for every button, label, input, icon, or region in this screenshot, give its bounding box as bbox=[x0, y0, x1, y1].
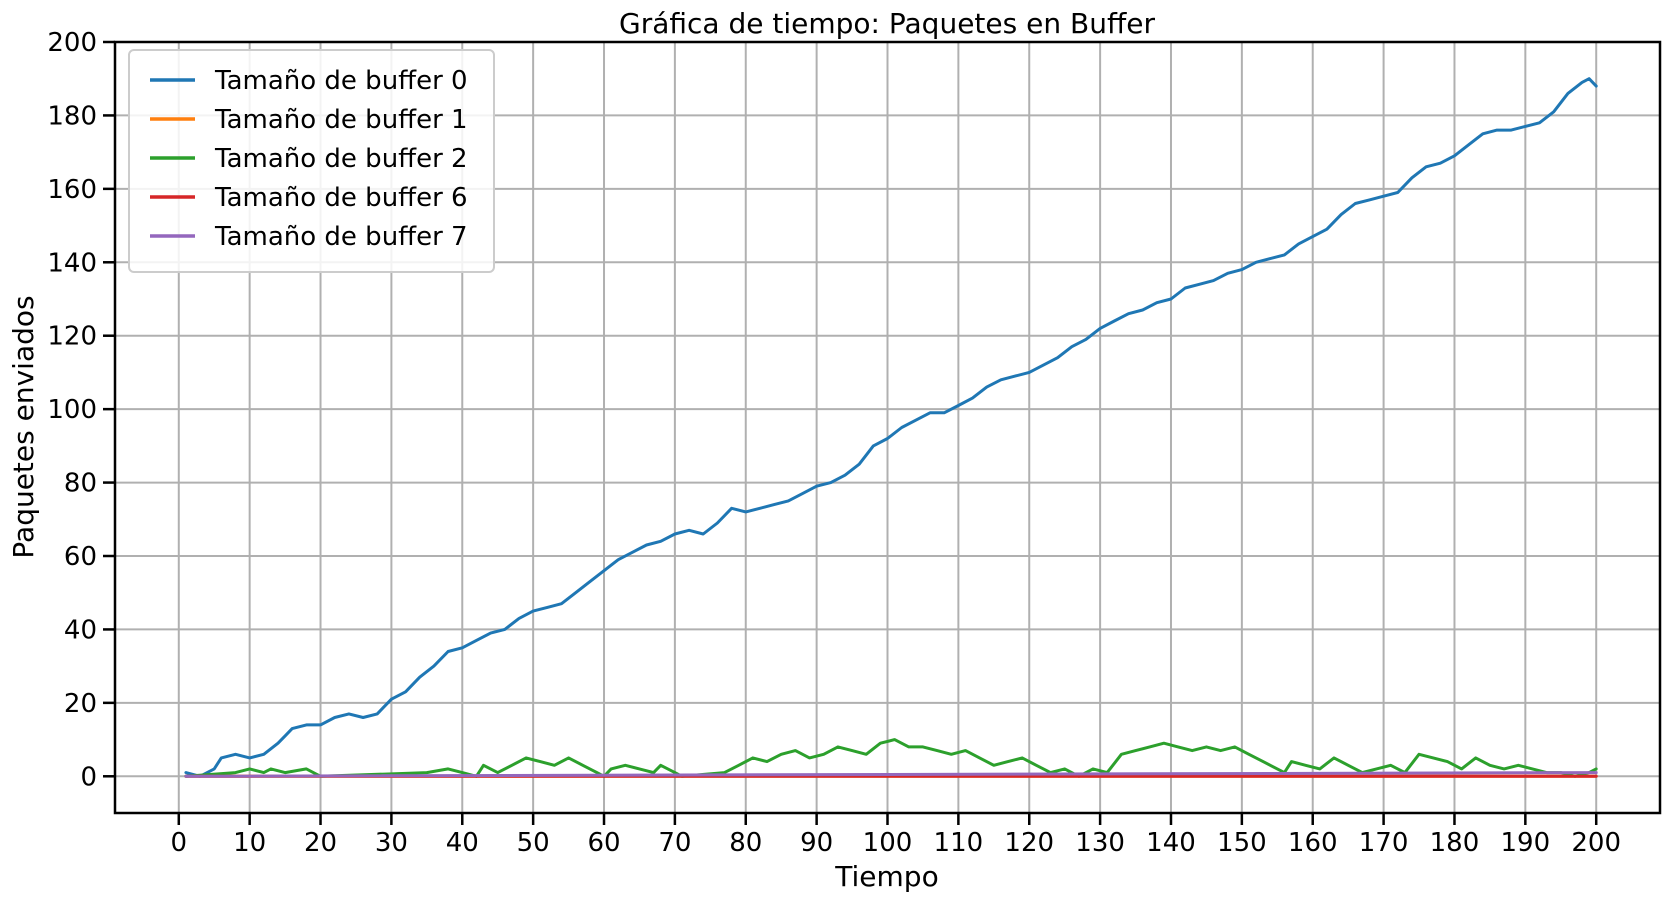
y-tick-label: 100 bbox=[47, 395, 97, 425]
y-tick-label: 180 bbox=[47, 101, 97, 131]
x-tick-label: 80 bbox=[729, 828, 762, 858]
legend-box bbox=[128, 49, 495, 273]
x-tick-label: 30 bbox=[375, 828, 408, 858]
y-axis: 0 20 40 60 80 100 120 140 160 180 200 bbox=[47, 28, 115, 792]
y-tick-label: 0 bbox=[80, 762, 97, 792]
x-axis-label: Tiempo bbox=[834, 860, 938, 893]
y-tick-label: 120 bbox=[47, 322, 97, 352]
chart-title: Gráfica de tiempo: Paquetes en Buffer bbox=[619, 7, 1155, 40]
legend-entry-label: Tamaño de buffer 6 bbox=[214, 183, 468, 213]
x-tick-label: 170 bbox=[1359, 828, 1409, 858]
x-tick-label: 0 bbox=[171, 828, 188, 858]
y-tick-label: 60 bbox=[64, 542, 97, 572]
y-axis-label: Paquetes enviados bbox=[7, 295, 40, 558]
y-tick-label: 160 bbox=[47, 175, 97, 205]
legend-entry-label: Tamaño de buffer 2 bbox=[214, 144, 468, 174]
legend-entry-label: Tamaño de buffer 1 bbox=[214, 105, 468, 135]
x-tick-label: 160 bbox=[1288, 828, 1338, 858]
x-tick-label: 200 bbox=[1571, 828, 1621, 858]
x-tick-label: 140 bbox=[1146, 828, 1196, 858]
x-tick-label: 120 bbox=[1004, 828, 1054, 858]
plot-series bbox=[184, 77, 1598, 778]
x-tick-label: 10 bbox=[233, 828, 266, 858]
x-tick-label: 180 bbox=[1430, 828, 1480, 858]
x-axis: 0 10 20 30 40 50 60 70 80 90 100 110 120 130 140 150 160… bbox=[171, 813, 1621, 858]
x-tick-label: 50 bbox=[517, 828, 550, 858]
legend-entry-label: Tamaño de buffer 0 bbox=[214, 66, 468, 96]
x-tick-label: 150 bbox=[1217, 828, 1267, 858]
x-tick-label: 40 bbox=[446, 828, 479, 858]
y-tick-label: 20 bbox=[64, 689, 97, 719]
x-tick-label: 70 bbox=[658, 828, 691, 858]
series-line-buffer-2 bbox=[184, 738, 1598, 778]
legend: Tamaño de buffer 0 Tamaño de buffer 1 Tama… bbox=[128, 49, 495, 273]
series-line-buffer-4 bbox=[184, 771, 1598, 778]
x-tick-label: 190 bbox=[1501, 828, 1551, 858]
legend-entry-label: Tamaño de buffer 7 bbox=[214, 222, 468, 252]
y-tick-label: 140 bbox=[47, 248, 97, 278]
y-tick-label: 200 bbox=[47, 28, 97, 58]
x-tick-label: 130 bbox=[1075, 828, 1125, 858]
x-tick-label: 20 bbox=[304, 828, 337, 858]
x-tick-label: 110 bbox=[934, 828, 984, 858]
series-line-buffer-0 bbox=[184, 77, 1598, 778]
x-tick-label: 100 bbox=[863, 828, 913, 858]
y-tick-label: 40 bbox=[64, 615, 97, 645]
x-tick-label: 90 bbox=[800, 828, 833, 858]
x-tick-label: 60 bbox=[587, 828, 620, 858]
y-tick-label: 80 bbox=[64, 469, 97, 499]
